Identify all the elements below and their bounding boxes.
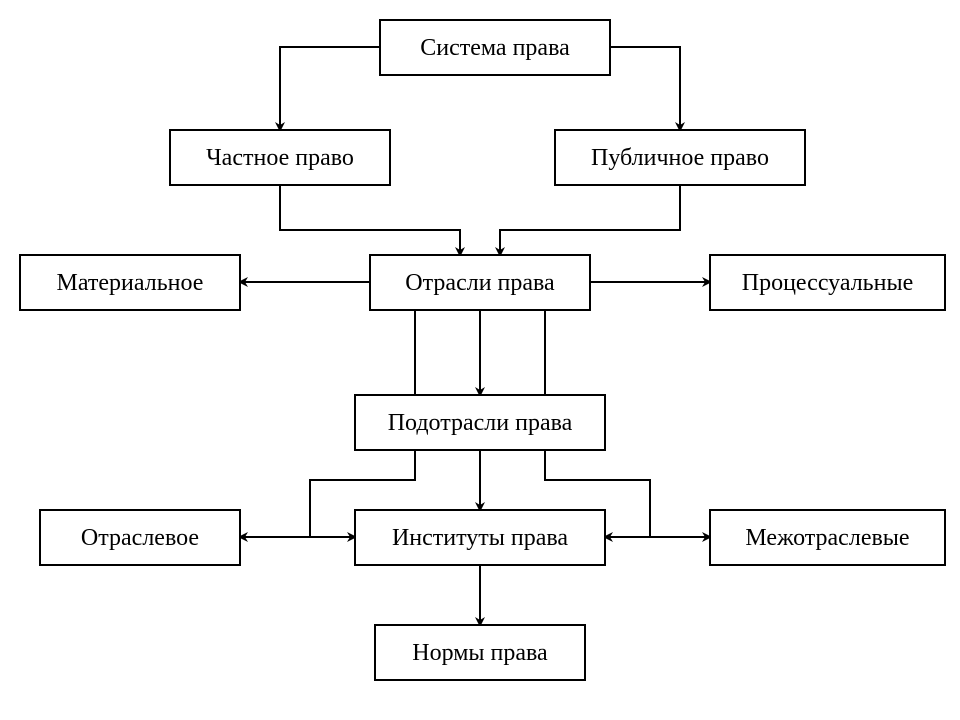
node-label: Частное право xyxy=(206,145,354,171)
node-label: Публичное право xyxy=(591,145,769,171)
node-public: Публичное право xyxy=(555,130,805,185)
node-procedural: Процессуальные xyxy=(710,255,945,310)
nodes-layer: Система права Частное право Публичное прав… xyxy=(20,20,945,680)
node-institutes: Институты права xyxy=(355,510,605,565)
node-label: Подотрасли права xyxy=(388,410,573,436)
node-label: Отраслевое xyxy=(81,525,199,551)
node-label: Институты права xyxy=(392,525,568,551)
node-intersect: Межотраслевые xyxy=(710,510,945,565)
node-material: Материальное xyxy=(20,255,240,310)
node-label: Межотраслевые xyxy=(745,525,909,551)
edge xyxy=(500,185,680,255)
node-subbranches: Подотрасли права xyxy=(355,395,605,450)
node-private: Частное право xyxy=(170,130,390,185)
node-norms: Нормы права xyxy=(375,625,585,680)
node-label: Процессуальные xyxy=(742,270,914,296)
node-sectoral: Отраслевое xyxy=(40,510,240,565)
node-branches: Отрасли права xyxy=(370,255,590,310)
node-label: Материальное xyxy=(57,270,204,296)
node-label: Нормы права xyxy=(412,640,548,666)
node-root: Система права xyxy=(380,20,610,75)
node-label: Отрасли права xyxy=(405,270,555,296)
flowchart-canvas: Система права Частное право Публичное прав… xyxy=(0,0,960,720)
node-label: Система права xyxy=(420,35,570,61)
edge xyxy=(280,185,460,255)
